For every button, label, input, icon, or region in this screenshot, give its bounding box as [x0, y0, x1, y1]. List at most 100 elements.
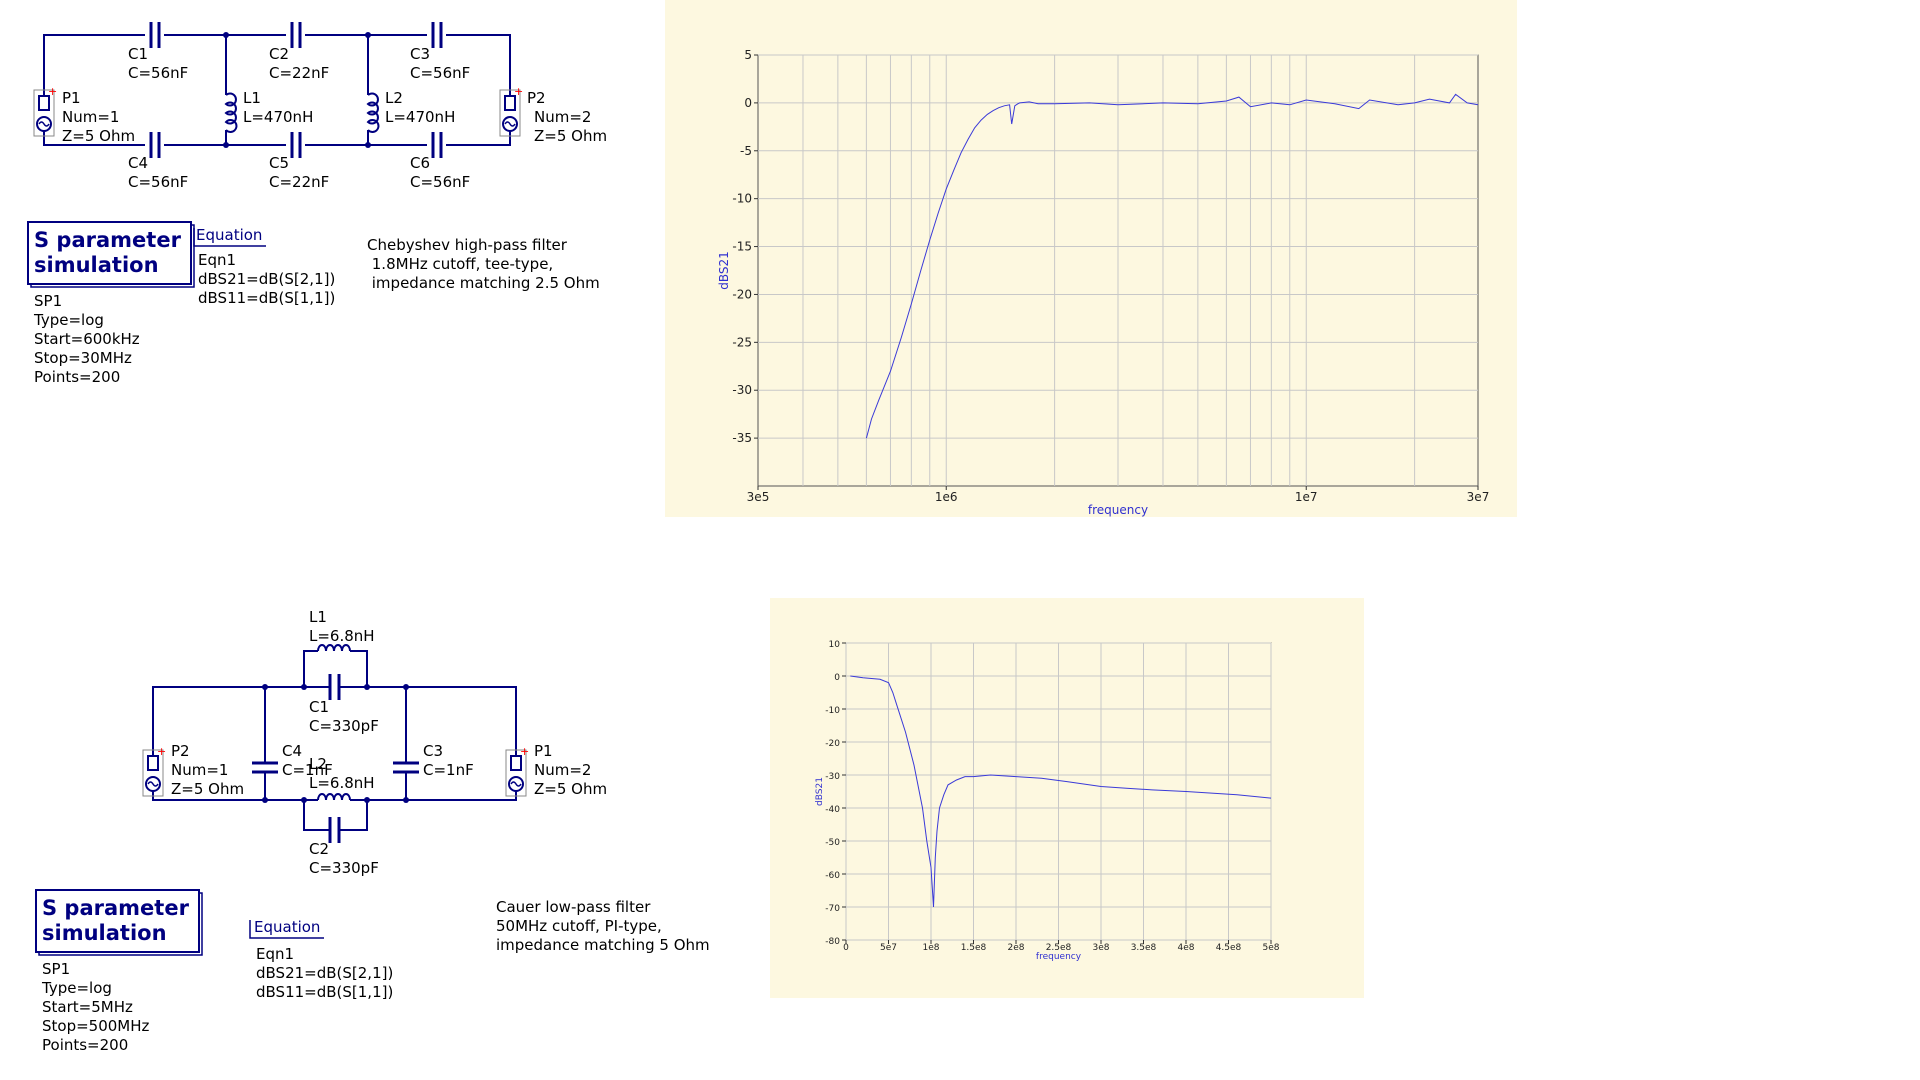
lp-plot-grid — [845, 642, 1272, 941]
lp-c3-name: C3 — [423, 742, 443, 760]
lp-port-p2[interactable]: + — [142, 745, 166, 797]
hp-capacitor-c4[interactable] — [149, 132, 161, 158]
lp-p2-z: Z=5 Ohm — [171, 780, 244, 798]
hp-plot[interactable]: 5 0 -5 -10 -15 -20 -25 -30 -35 3e5 1e6 1e7 3e7 freque… — [665, 0, 1517, 517]
hp-capacitor-c3[interactable] — [431, 22, 443, 48]
hp-plot-background — [665, 0, 1517, 517]
hp-l1-name: L1 — [243, 89, 261, 107]
lp-l1-name: L1 — [309, 608, 327, 626]
lp-capacitor-c2[interactable] — [328, 817, 341, 843]
schematic-highpass: + + C1 C=56nF C2 C=22nF C3 C=56nF L1 L=4… — [27, 22, 607, 386]
hp-c6-name: C6 — [410, 154, 430, 172]
lp-l2-value: L=6.8nH — [309, 774, 375, 792]
lp-sim-type: Type=log — [41, 979, 112, 997]
hp-p2-name: P2 — [527, 89, 546, 107]
lp-plot-xtick-label: 4.5e8 — [1216, 943, 1242, 953]
lp-sim-title-1: S parameter — [42, 896, 190, 920]
svg-text:+: + — [514, 85, 523, 98]
hp-junctions — [223, 32, 371, 148]
hp-note-line2: 1.8MHz cutoff, tee-type, — [367, 255, 553, 273]
lp-plot[interactable]: 100-10-20-30-40-50-60-70-800 5e7 1e8 1.5e8 2… — [770, 598, 1364, 998]
lp-capacitor-c3[interactable] — [393, 761, 419, 774]
lp-wires — [152, 650, 517, 831]
hp-inductor-l1[interactable] — [224, 92, 238, 133]
lp-equation-block[interactable]: Equation — [249, 918, 324, 939]
hp-c3-value: C=56nF — [410, 64, 470, 82]
hp-c6-value: C=56nF — [410, 173, 470, 191]
hp-port-p2[interactable]: + — [499, 85, 523, 137]
hp-c1-value: C=56nF — [128, 64, 188, 82]
hp-c5-name: C5 — [269, 154, 289, 172]
hp-sim-block[interactable]: S parameter simulation — [27, 221, 195, 288]
lp-c4-value: C=1nF — [282, 761, 333, 779]
hp-c4-value: C=56nF — [128, 173, 188, 191]
lp-plot-xtick-label: 4e8 — [1178, 943, 1195, 953]
hp-equation-block[interactable]: Equation — [193, 226, 266, 247]
lp-junctions — [262, 684, 409, 803]
hp-plot-xtick-label: 1e6 — [935, 490, 958, 504]
hp-inductor-l2[interactable] — [366, 92, 380, 133]
lp-plot-ytick-label: -80 — [825, 937, 840, 947]
hp-eq-title: Equation — [196, 226, 262, 244]
lp-plot-background — [770, 598, 1364, 998]
lp-capacitor-c1[interactable] — [328, 674, 341, 700]
lp-l2-name: L2 — [309, 755, 327, 773]
lp-c2-value: C=330pF — [309, 859, 379, 877]
hp-capacitor-c1[interactable] — [149, 22, 161, 48]
hp-eq-line2: dBS11=dB(S[1,1]) — [198, 289, 335, 307]
lp-sim-block[interactable]: S parameter simulation — [35, 889, 203, 956]
svg-text:+: + — [520, 745, 529, 758]
hp-plot-ytick-label: 5 — [744, 48, 752, 62]
lp-capacitor-c4[interactable] — [252, 761, 278, 774]
lp-c2-name: C2 — [309, 840, 329, 858]
lp-plot-xtick-label: 1.5e8 — [961, 943, 987, 953]
hp-eq-line1: dBS21=dB(S[2,1]) — [198, 270, 335, 288]
hp-capacitor-c6[interactable] — [431, 132, 443, 158]
hp-c2-value: C=22nF — [269, 64, 329, 82]
hp-c5-value: C=22nF — [269, 173, 329, 191]
hp-plot-ytick-label: -25 — [732, 335, 752, 349]
lp-plot-xtick-label: 3.5e8 — [1131, 943, 1157, 953]
hp-port-p1[interactable]: + — [33, 85, 57, 137]
hp-c3-name: C3 — [410, 45, 430, 63]
lp-inductor-l2[interactable] — [317, 793, 351, 801]
hp-plot-series-0-line — [865, 93, 1479, 439]
lp-c4-name: C4 — [282, 742, 302, 760]
hp-capacitor-c2[interactable] — [290, 22, 302, 48]
lp-plot-xtick-label: 3e8 — [1093, 943, 1110, 953]
hp-plot-ytick-label: 0 — [744, 96, 752, 110]
lp-p2-num: Num=1 — [171, 761, 228, 779]
hp-c1-name: C1 — [128, 45, 148, 63]
lp-plot-xtick-label: 0 — [843, 943, 849, 953]
hp-sim-points: Points=200 — [34, 368, 120, 386]
lp-port-p1[interactable]: + — [505, 745, 529, 797]
hp-p1-z: Z=5 Ohm — [62, 127, 135, 145]
hp-plot-ytick-label: -5 — [740, 144, 752, 158]
lp-plot-ytick-label: -60 — [825, 871, 840, 881]
lp-eq-name: Eqn1 — [256, 945, 294, 963]
hp-plot-ytick-label: -10 — [732, 192, 752, 206]
hp-plot-grid — [758, 54, 1478, 486]
hp-plot-xtick-label: 3e5 — [747, 490, 770, 504]
hp-p2-num: Num=2 — [534, 108, 591, 126]
hp-sim-stop: Stop=30MHz — [34, 349, 132, 367]
lp-sim-start: Start=5MHz — [42, 998, 133, 1016]
lp-plot-xtick-label: 5e8 — [1263, 943, 1280, 953]
lp-plot-ytick-label: -10 — [825, 706, 840, 716]
hp-c2-name: C2 — [269, 45, 289, 63]
lp-eq-line1: dBS21=dB(S[2,1]) — [256, 964, 393, 982]
lp-plot-ytick-label: -50 — [825, 838, 840, 848]
lp-plot-xtick-label: 1e8 — [923, 943, 940, 953]
hp-sim-start: Start=600kHz — [34, 330, 140, 348]
lp-c1-value: C=330pF — [309, 717, 379, 735]
hp-plot-xlabel: frequency — [1088, 503, 1148, 517]
lp-sim-stop: Stop=500MHz — [42, 1017, 150, 1035]
hp-sim-name: SP1 — [34, 292, 62, 310]
lp-sim-title-2: simulation — [42, 921, 167, 945]
lp-inductor-l1[interactable] — [317, 644, 351, 652]
hp-capacitor-c5[interactable] — [290, 132, 302, 158]
hp-l1-value: L=470nH — [243, 108, 313, 126]
lp-plot-ytick-label: 10 — [829, 640, 841, 650]
hp-note-line1: Chebyshev high-pass filter — [367, 236, 568, 254]
lp-l1-value: L=6.8nH — [309, 627, 375, 645]
